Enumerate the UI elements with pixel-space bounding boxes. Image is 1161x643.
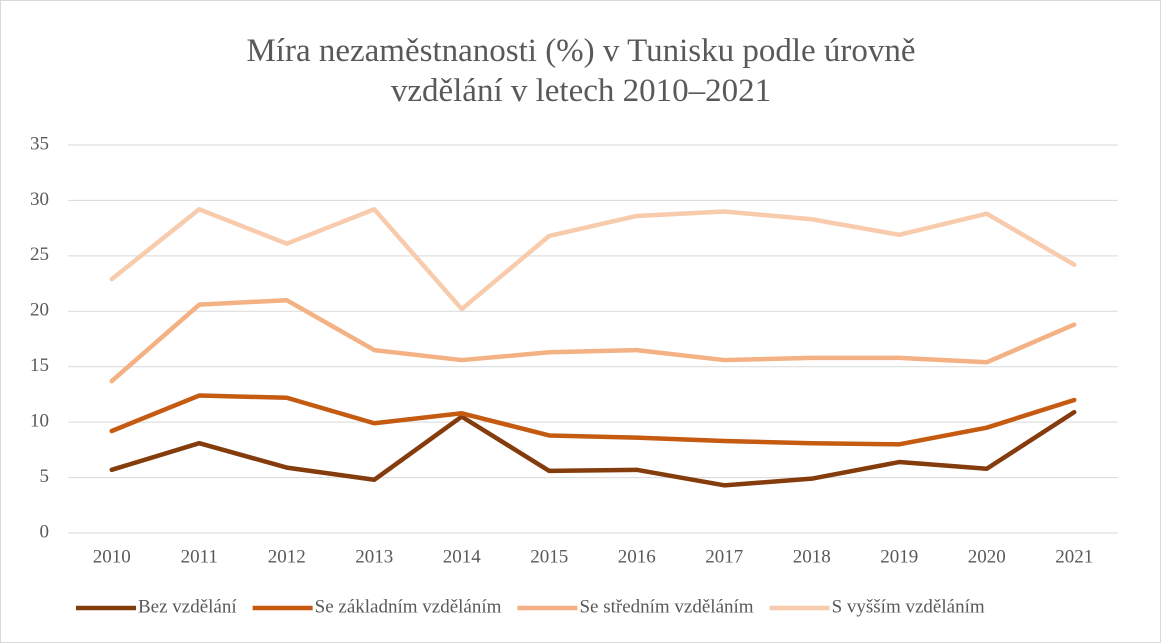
chart-title: Míra nezaměstnanosti (%) v Tunisku podle… bbox=[246, 33, 916, 109]
legend-label: Se středním vzděláním bbox=[579, 596, 753, 617]
y-tick-label: 25 bbox=[30, 244, 49, 265]
series-line bbox=[109, 297, 1077, 384]
x-tick-label: 2012 bbox=[268, 546, 306, 567]
x-tick-label: 2016 bbox=[618, 546, 656, 567]
x-tick-label: 2017 bbox=[705, 546, 743, 567]
y-tick-label: 15 bbox=[30, 355, 49, 376]
x-tick-label: 2011 bbox=[181, 546, 218, 567]
y-tick-label: 5 bbox=[40, 466, 50, 487]
chart-title-box: Míra nezaměstnanosti (%) v Tunisku podle… bbox=[131, 31, 1031, 111]
series-line bbox=[109, 207, 1077, 312]
series-line bbox=[109, 409, 1077, 488]
x-tick-label: 2021 bbox=[1055, 546, 1093, 567]
x-tick-label: 2019 bbox=[880, 546, 918, 567]
y-tick-label: 20 bbox=[30, 300, 49, 321]
x-tick-label: 2014 bbox=[443, 546, 482, 567]
y-tick-label: 30 bbox=[30, 189, 49, 210]
legend-label: Bez vzdělání bbox=[138, 596, 237, 617]
y-tick-label: 10 bbox=[30, 411, 49, 432]
x-tick-label: 2015 bbox=[530, 546, 568, 567]
x-tick-label: 2010 bbox=[93, 546, 131, 567]
x-tick-label: 2018 bbox=[793, 546, 831, 567]
series-line bbox=[109, 393, 1077, 447]
y-tick-label: 0 bbox=[40, 521, 50, 542]
y-tick-label: 35 bbox=[30, 133, 49, 154]
x-tick-label: 2013 bbox=[355, 546, 393, 567]
x-tick-label: 2020 bbox=[968, 546, 1006, 567]
legend-label: Se základním vzděláním bbox=[315, 596, 502, 617]
legend-label: S vyšším vzděláním bbox=[832, 596, 985, 617]
